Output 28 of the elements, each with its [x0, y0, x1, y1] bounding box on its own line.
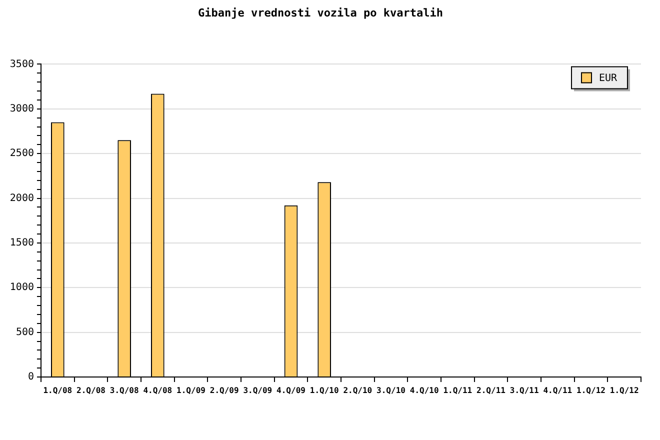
x-tick-label: 3.Q/10 [376, 386, 406, 395]
y-tick-label: 2000 [10, 192, 34, 204]
x-tick-label: 3.Q/11 [510, 386, 539, 395]
y-tick-label: 3000 [10, 103, 34, 114]
x-tick-label: 2.Q/11 [476, 386, 506, 395]
x-tick-label: 1.Q/12 [576, 386, 606, 395]
y-tick-label: 1000 [10, 282, 34, 294]
x-tick-label: 4.Q/08 [143, 386, 172, 395]
x-tick-label: 2.Q/10 [343, 386, 372, 395]
y-tick-label: 500 [16, 326, 34, 338]
x-tick-label: 1.Q/10 [310, 386, 339, 395]
x-tick-label: 3.Q/09 [243, 386, 272, 395]
y-tick-label: 2500 [10, 148, 34, 160]
x-tick-label: 4.Q/11 [543, 386, 572, 395]
x-tick-label: 2.Q/08 [76, 386, 106, 395]
legend-label: EUR [599, 72, 618, 84]
x-tick-label: 4.Q/09 [276, 386, 306, 395]
x-tick-label: 1.Q/12 [610, 386, 639, 395]
x-tick-label: 1.Q/11 [443, 386, 472, 395]
x-tick-label: 2.Q/09 [210, 386, 239, 395]
x-tick-label: 1.Q/09 [176, 386, 206, 395]
x-tick-label: 1.Q/08 [43, 386, 72, 395]
chart-title: Gibanje vrednosti vozila po kvartalih [198, 6, 444, 20]
y-tick-label: 0 [28, 372, 34, 383]
y-tick-label: 3500 [10, 58, 34, 70]
y-tick-label: 1500 [10, 238, 34, 249]
x-tick-label: 3.Q/08 [110, 386, 139, 395]
x-tick-label: 4.Q/10 [410, 386, 439, 395]
